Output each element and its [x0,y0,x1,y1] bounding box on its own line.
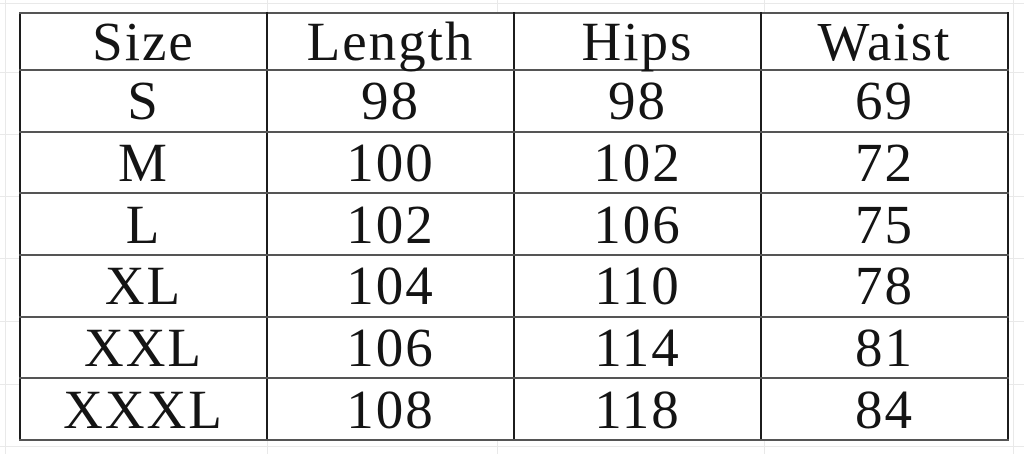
waist-cell: 75 [760,192,1009,256]
table-row: XL 104 110 78 [19,253,1009,318]
waist-cell: 84 [760,377,1009,441]
hips-cell: 110 [513,253,762,318]
size-cell: XL [19,253,268,318]
hips-cell: 118 [513,377,762,441]
column-header-size: Size [19,12,268,71]
length-cell: 106 [266,315,515,380]
spreadsheet-gridline-vertical [5,0,6,454]
size-chart-table: Size Length Hips Waist S 98 98 69 M 100 … [19,12,1009,441]
size-cell: XXL [19,315,268,380]
waist-cell: 78 [760,253,1009,318]
size-cell: XXXL [19,377,268,441]
length-cell: 98 [266,69,515,133]
hips-cell: 114 [513,315,762,380]
size-cell: L [19,192,268,256]
waist-cell: 69 [760,69,1009,133]
table-row: M 100 102 72 [19,130,1009,195]
length-cell: 108 [266,377,515,441]
table-header-row: Size Length Hips Waist [19,12,1009,71]
size-cell: S [19,69,268,133]
waist-cell: 72 [760,130,1009,195]
length-cell: 102 [266,192,515,256]
hips-cell: 98 [513,69,762,133]
length-cell: 100 [266,130,515,195]
hips-cell: 102 [513,130,762,195]
spreadsheet-gridline-vertical [1013,0,1014,454]
size-cell: M [19,130,268,195]
column-header-length: Length [266,12,515,71]
table-row: XXL 106 114 81 [19,315,1009,380]
table-row: S 98 98 69 [19,69,1009,133]
table-row: XXXL 108 118 84 [19,377,1009,441]
column-header-waist: Waist [760,12,1009,71]
spreadsheet-gridline-horizontal [0,3,1024,4]
spreadsheet-gridline-horizontal [0,446,1024,447]
column-header-hips: Hips [513,12,762,71]
hips-cell: 106 [513,192,762,256]
waist-cell: 81 [760,315,1009,380]
table-row: L 102 106 75 [19,192,1009,256]
length-cell: 104 [266,253,515,318]
